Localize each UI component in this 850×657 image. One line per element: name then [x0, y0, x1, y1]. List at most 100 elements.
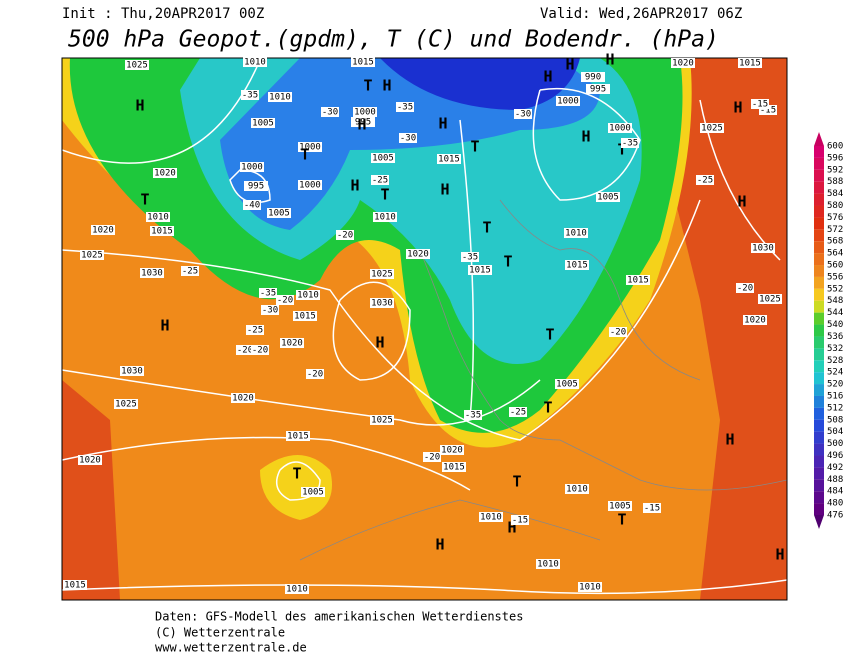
isobar-label-bg: [596, 192, 620, 202]
temperature-label-bg: [246, 325, 264, 335]
isobar-label: 1030: [121, 367, 143, 377]
isobar-label: 1020: [441, 446, 463, 456]
colorbar-label: 508: [827, 415, 843, 425]
isobar-label-bg: [286, 431, 310, 441]
isobar-label-bg: [63, 580, 87, 590]
colorbar-label: 500: [827, 439, 843, 449]
temperature-label: -30: [262, 306, 278, 316]
colorbar-swatch: [814, 193, 824, 206]
isobar-label: 1015: [739, 59, 761, 69]
isobar-label-bg: [267, 208, 291, 218]
isobar-label: 1000: [557, 97, 579, 107]
isobar-label: 1005: [302, 488, 324, 498]
colorbar-swatch: [814, 419, 824, 432]
pressure-center: H: [357, 116, 366, 134]
temperature-label-bg: [336, 230, 354, 240]
isobar-label: 1020: [407, 250, 429, 260]
colorbar-swatch: [814, 205, 824, 218]
colorbar-label: 600: [827, 142, 843, 152]
temperature-label: -35: [397, 103, 413, 113]
isobar-label-bg: [91, 225, 115, 235]
temperature-label: -25: [372, 176, 388, 186]
colorbar-swatch: [814, 181, 824, 194]
temperature-label: -25: [510, 408, 526, 418]
isobar-label-bg: [437, 154, 461, 164]
isobar-label: 1010: [374, 213, 396, 223]
temperature-label-bg: [321, 107, 339, 117]
isobar-label-bg: [536, 559, 560, 569]
isobar-label-bg: [298, 142, 322, 152]
colorbar-label: 488: [827, 475, 843, 485]
isobar-label-bg: [608, 501, 632, 511]
pressure-center: H: [543, 68, 552, 86]
valid-time: Valid: Wed,26APR2017 06Z: [540, 6, 742, 22]
isobar-label-bg: [353, 107, 377, 117]
footer-line: (C) Wetterzentrale: [155, 626, 285, 640]
temperature-label: -40: [244, 201, 260, 211]
isobar-label-bg: [351, 57, 375, 67]
colorbar-label: 524: [827, 368, 843, 378]
isobar-label-bg: [150, 226, 174, 236]
temperature-label: -15: [644, 504, 660, 514]
isobar-label: 1000: [299, 181, 321, 191]
temperature-label: -20: [737, 284, 753, 294]
isobar-label: 1005: [556, 380, 578, 390]
isobar-label-bg: [565, 484, 589, 494]
pressure-center: H: [605, 51, 614, 69]
colorbar-swatch: [814, 157, 824, 170]
colorbar-label: 564: [827, 249, 843, 259]
colorbar-swatch: [814, 146, 824, 158]
coastlines: [299, 199, 787, 561]
isobar-label-bg: [743, 315, 767, 325]
temperature-label-bg: [423, 452, 441, 462]
isobar-label-bg: [440, 445, 464, 455]
isobar-label-bg: [243, 57, 267, 67]
temperature-label-bg: [241, 90, 259, 100]
pressure-center: H: [733, 99, 742, 117]
isobar-label-bg: [700, 123, 724, 133]
colorbar-swatch: [814, 276, 824, 289]
isobar-label: 1025: [371, 270, 393, 280]
isobar-label: 1000: [299, 143, 321, 153]
isobar-label: 1010: [480, 513, 502, 523]
colorbar-label: 584: [827, 189, 843, 199]
colorbar-swatch: [814, 217, 824, 230]
isobar-label-bg: [371, 153, 395, 163]
isobar-label: 1000: [354, 108, 376, 118]
isobar: [62, 369, 541, 426]
pressure-center: H: [440, 181, 449, 199]
colorbar-label: 476: [827, 511, 843, 521]
pressure-center: T: [617, 141, 626, 159]
temperature-label: -20: [424, 453, 440, 463]
isobar-label: 1020: [154, 169, 176, 179]
temperature-label: -20: [252, 346, 268, 356]
pressure-center: T: [140, 191, 149, 209]
isobar-label: 1005: [268, 209, 290, 219]
map-frame: [61, 57, 788, 601]
isobar-label-bg: [285, 584, 309, 594]
isobar-label: 1025: [126, 61, 148, 71]
colorbar-arrow: [814, 132, 824, 146]
isobar-label-bg: [370, 269, 394, 279]
colorbar-swatch: [814, 479, 824, 492]
footer-line: Daten: GFS-Modell des amerikanischen Wet…: [155, 610, 523, 624]
colorbar-swatch: [814, 169, 824, 182]
colorbar-label: 580: [827, 201, 843, 211]
isobar-label: 1015: [443, 463, 465, 473]
isobar-label: 1015: [287, 432, 309, 442]
pressure-center: T: [543, 399, 552, 417]
colorbar-swatch: [814, 431, 824, 444]
temperature-label-bg: [509, 407, 527, 417]
temperature-label-bg: [464, 410, 482, 420]
isobar-label-bg: [555, 379, 579, 389]
isobar-label-bg: [370, 298, 394, 308]
temperature-label-bg: [609, 327, 627, 337]
isobar-label-bg: [351, 117, 375, 127]
colorbar-swatch: [814, 467, 824, 480]
pressure-center: T: [503, 253, 512, 271]
isobar-label: 1025: [115, 400, 137, 410]
isobar-label-bg: [251, 118, 275, 128]
colorbar-label: 588: [827, 177, 843, 187]
temperature-label: -30: [322, 108, 338, 118]
colorbar-label: 504: [827, 427, 843, 437]
